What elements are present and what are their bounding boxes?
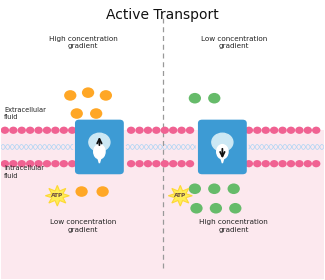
Text: High concentration
gradient: High concentration gradient: [49, 36, 118, 49]
Circle shape: [262, 127, 270, 134]
Circle shape: [189, 183, 201, 194]
Circle shape: [43, 127, 51, 134]
Circle shape: [68, 160, 76, 167]
Circle shape: [64, 90, 76, 101]
Circle shape: [9, 127, 18, 134]
Text: Low concentration
gradient: Low concentration gradient: [201, 36, 267, 49]
Circle shape: [43, 160, 51, 167]
Circle shape: [1, 127, 9, 134]
Circle shape: [253, 127, 262, 134]
Circle shape: [26, 160, 34, 167]
Circle shape: [161, 160, 169, 167]
Circle shape: [227, 183, 240, 194]
Circle shape: [304, 127, 312, 134]
Circle shape: [177, 127, 186, 134]
Polygon shape: [96, 152, 103, 163]
Circle shape: [270, 127, 278, 134]
Circle shape: [135, 127, 144, 134]
Text: Low concentration
gradient: Low concentration gradient: [50, 220, 116, 233]
Circle shape: [26, 127, 34, 134]
Circle shape: [18, 160, 26, 167]
Circle shape: [34, 127, 43, 134]
Circle shape: [9, 160, 18, 167]
Circle shape: [127, 160, 135, 167]
Circle shape: [295, 160, 304, 167]
Circle shape: [90, 108, 102, 119]
Circle shape: [59, 160, 68, 167]
Circle shape: [51, 160, 59, 167]
Circle shape: [208, 93, 220, 104]
Circle shape: [71, 108, 83, 119]
Circle shape: [59, 127, 68, 134]
Circle shape: [97, 186, 109, 197]
Circle shape: [186, 127, 194, 134]
Text: ATP: ATP: [51, 193, 63, 198]
Circle shape: [68, 127, 76, 134]
Circle shape: [245, 160, 253, 167]
Bar: [1, 1, 324, 130]
Circle shape: [127, 127, 135, 134]
Circle shape: [208, 183, 220, 194]
Circle shape: [18, 127, 26, 134]
Circle shape: [152, 160, 161, 167]
Circle shape: [245, 127, 253, 134]
Circle shape: [152, 127, 161, 134]
Circle shape: [1, 160, 9, 167]
Text: Intracellular
fluid: Intracellular fluid: [4, 165, 44, 179]
Polygon shape: [219, 152, 226, 163]
Circle shape: [278, 160, 287, 167]
Ellipse shape: [89, 133, 110, 151]
Circle shape: [304, 160, 312, 167]
Circle shape: [144, 127, 152, 134]
Ellipse shape: [94, 144, 105, 159]
Circle shape: [190, 203, 202, 214]
Polygon shape: [168, 185, 192, 206]
Ellipse shape: [212, 133, 233, 151]
Circle shape: [253, 160, 262, 167]
Circle shape: [229, 203, 241, 214]
Bar: [1, 130, 324, 279]
Circle shape: [262, 160, 270, 167]
Circle shape: [75, 186, 88, 197]
Text: Active Transport: Active Transport: [106, 8, 219, 22]
Circle shape: [169, 127, 177, 134]
Circle shape: [312, 160, 320, 167]
Text: ATP: ATP: [174, 193, 187, 198]
FancyBboxPatch shape: [198, 120, 247, 174]
Circle shape: [34, 160, 43, 167]
Polygon shape: [46, 185, 69, 206]
Circle shape: [144, 160, 152, 167]
Circle shape: [82, 87, 94, 98]
Ellipse shape: [217, 144, 228, 159]
Circle shape: [51, 127, 59, 134]
Circle shape: [312, 127, 320, 134]
Circle shape: [278, 127, 287, 134]
Circle shape: [100, 90, 112, 101]
Text: High concentration
gradient: High concentration gradient: [199, 220, 268, 233]
Circle shape: [169, 160, 177, 167]
FancyBboxPatch shape: [75, 120, 124, 174]
Circle shape: [186, 160, 194, 167]
Circle shape: [210, 203, 222, 214]
Circle shape: [135, 160, 144, 167]
Circle shape: [295, 127, 304, 134]
Circle shape: [161, 127, 169, 134]
Text: Extracellular
fluid: Extracellular fluid: [4, 107, 46, 120]
Circle shape: [189, 93, 201, 104]
Circle shape: [177, 160, 186, 167]
Circle shape: [287, 127, 295, 134]
Circle shape: [270, 160, 278, 167]
Circle shape: [287, 160, 295, 167]
